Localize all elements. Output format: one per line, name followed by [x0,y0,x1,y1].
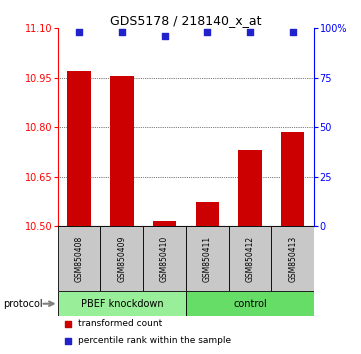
Point [247,29,253,35]
Bar [229,226,271,291]
Text: GSM850413: GSM850413 [288,236,297,282]
Bar [238,150,262,226]
Bar [271,226,314,291]
Bar [186,291,314,316]
Bar [68,71,91,226]
Bar [196,201,219,226]
Text: GSM850411: GSM850411 [203,236,212,282]
Text: PBEF knockdown: PBEF knockdown [81,299,163,309]
Bar [58,291,186,316]
Text: GSM850412: GSM850412 [245,236,255,282]
Bar [110,76,134,226]
Bar [186,226,229,291]
Text: protocol: protocol [4,299,43,309]
Text: GSM850410: GSM850410 [160,236,169,282]
Point [76,29,82,35]
Text: control: control [233,299,267,309]
Bar [100,226,143,291]
Text: transformed count: transformed count [78,319,162,329]
Text: GSM850409: GSM850409 [117,236,126,282]
Point [119,29,125,35]
Bar [143,226,186,291]
Point [290,29,296,35]
Point [162,33,168,39]
Bar [58,226,100,291]
Point [204,29,210,35]
Text: percentile rank within the sample: percentile rank within the sample [78,336,231,345]
Bar [153,221,176,226]
Point [65,321,71,327]
Bar [281,132,304,226]
Point [65,338,71,344]
Text: GSM850408: GSM850408 [75,236,84,282]
Title: GDS5178 / 218140_x_at: GDS5178 / 218140_x_at [110,14,262,27]
